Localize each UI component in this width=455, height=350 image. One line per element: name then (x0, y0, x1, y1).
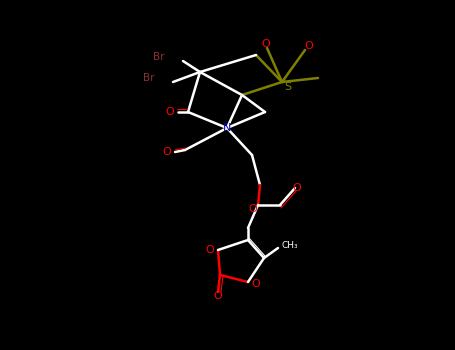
Text: O: O (166, 107, 174, 117)
Text: O: O (252, 279, 260, 289)
Text: O: O (206, 245, 214, 255)
Text: N: N (223, 123, 231, 133)
Text: O: O (248, 204, 258, 214)
Text: S: S (284, 82, 292, 92)
Text: CH₃: CH₃ (282, 241, 298, 251)
Text: O: O (262, 39, 270, 49)
Text: O: O (162, 147, 172, 157)
Text: O: O (214, 291, 222, 301)
Text: Br: Br (143, 73, 155, 83)
Text: O: O (305, 41, 313, 51)
Text: O: O (293, 183, 301, 193)
Text: Br: Br (153, 52, 165, 62)
